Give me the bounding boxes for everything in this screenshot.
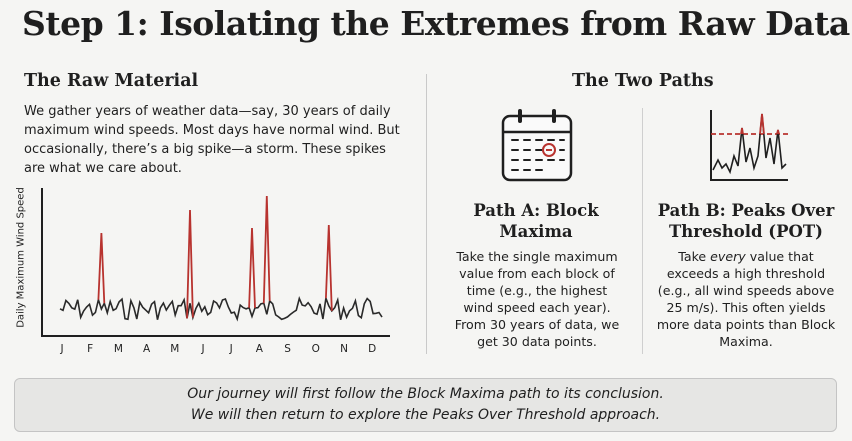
storm-spike [262, 195, 271, 304]
raw-material-heading: The Raw Material [24, 71, 199, 91]
section-divider [426, 74, 427, 354]
x-tick-label: O [312, 343, 320, 355]
storm-spike [325, 224, 333, 311]
x-tick-label: N [340, 343, 348, 355]
storm-spike [248, 227, 256, 308]
x-tick-label: D [368, 343, 376, 355]
banner-line-2: We will then return to explore the Peaks… [190, 407, 661, 423]
paths-divider [642, 108, 643, 354]
page-title: Step 1: Isolating the Extremes from Raw … [22, 4, 850, 43]
storm-spike [97, 232, 106, 304]
x-tick-label: M [170, 343, 179, 355]
x-tick-label: S [284, 343, 291, 355]
storm-spike [186, 209, 194, 319]
x-tick-label: A [143, 343, 151, 355]
wind-series-line [59, 296, 383, 322]
calendar-icon [501, 109, 573, 182]
x-tick-label: J [229, 343, 233, 355]
path-b-description: Take every value that exceeds a high thr… [656, 249, 836, 349]
raw-material-text: We gather years of weather data—say, 30 … [24, 104, 400, 176]
path-b-title: Path B: Peaks Over Threshold (POT) [657, 201, 835, 241]
banner-line-1: Our journey will first follow the Block … [187, 386, 664, 402]
path-a-description: Take the single maximum value from each … [454, 249, 620, 349]
threshold-chart-icon [710, 110, 788, 181]
x-tick-label: J [59, 343, 63, 355]
conclusion-banner: Our journey will first follow the Block … [14, 378, 837, 432]
x-tick-label: A [256, 343, 264, 355]
x-tick-label: M [114, 343, 123, 355]
x-tick-label: F [87, 343, 93, 355]
x-tick-label: J [200, 343, 204, 355]
path-a-title: Path A: Block Maxima [473, 201, 599, 241]
chart-axes [41, 188, 390, 337]
two-paths-heading: The Two Paths [572, 71, 714, 91]
